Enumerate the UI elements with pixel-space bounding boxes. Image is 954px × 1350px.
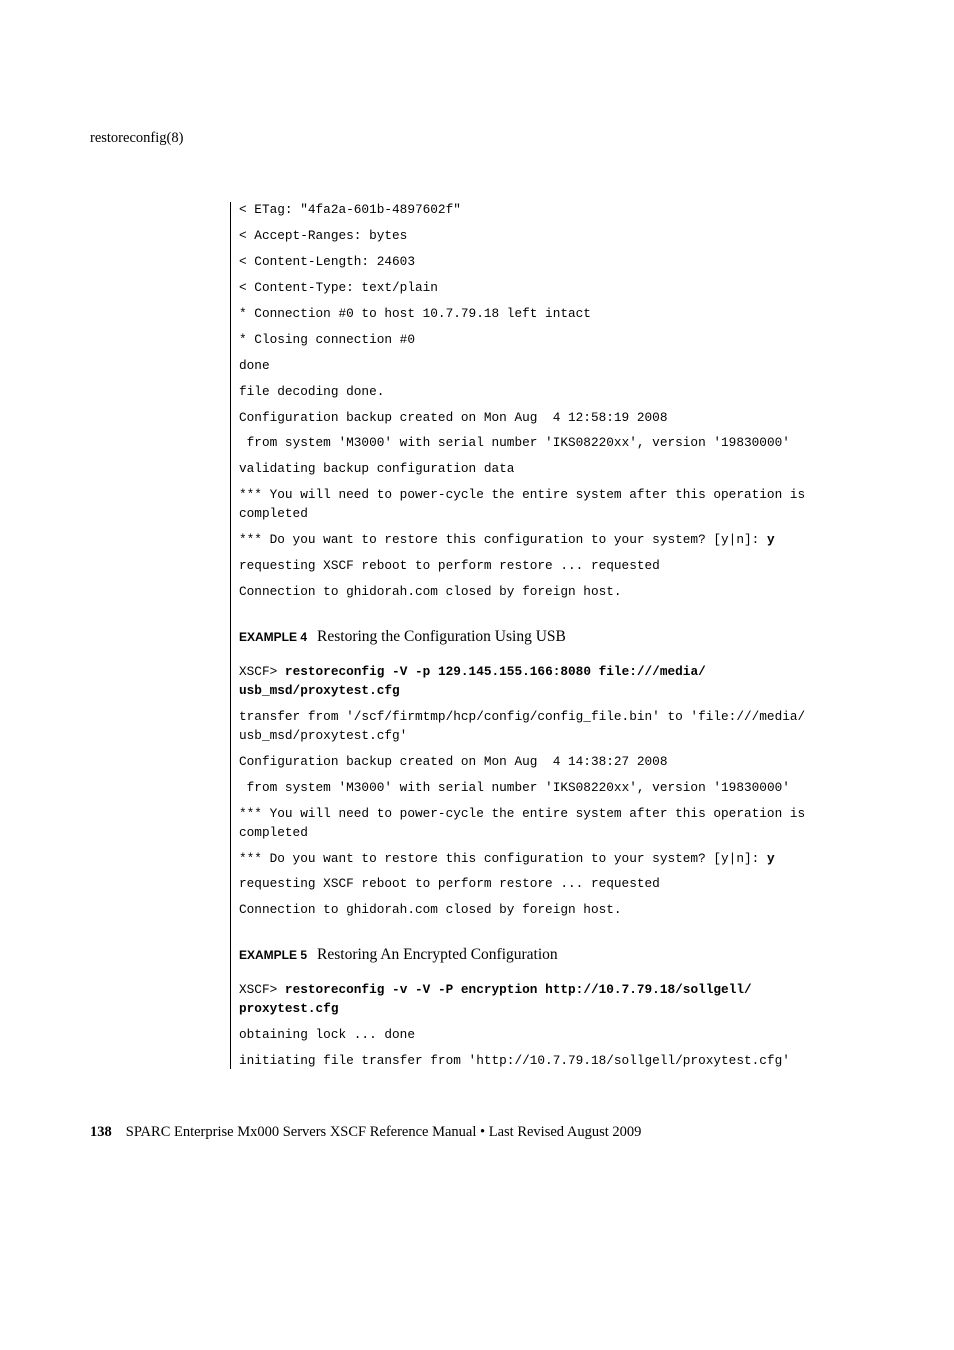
terminal-line: obtaining lock ... done (239, 1027, 864, 1043)
terminal-line: < Content-Length: 24603 (239, 254, 864, 270)
terminal-line: *** You will need to power-cycle the ent… (239, 806, 864, 822)
page-header: restoreconfig(8) (90, 130, 864, 147)
command-text: restoreconfig -v -V -P encryption http:/… (285, 982, 752, 997)
terminal-line: Connection to ghidorah.com closed by for… (239, 584, 864, 600)
command-text: usb_msd/proxytest.cfg (239, 683, 864, 699)
terminal-line: Connection to ghidorah.com closed by for… (239, 902, 864, 918)
page-number: 138 (90, 1124, 112, 1140)
terminal-line: transfer from '/scf/firmtmp/hcp/config/c… (239, 709, 864, 725)
terminal-line: requesting XSCF reboot to perform restor… (239, 558, 864, 574)
terminal-line: completed (239, 506, 864, 522)
prompt-text: XSCF> (239, 664, 285, 679)
terminal-line: from system 'M3000' with serial number '… (239, 780, 864, 796)
example-label: EXAMPLE 4 (239, 630, 307, 644)
terminal-line: usb_msd/proxytest.cfg' (239, 728, 864, 744)
terminal-line: file decoding done. (239, 384, 864, 400)
terminal-line: *** Do you want to restore this configur… (239, 532, 864, 548)
page-container: restoreconfig(8) < ETag: "4fa2a-601b-489… (0, 0, 954, 1201)
terminal-line: Configuration backup created on Mon Aug … (239, 754, 864, 770)
command-text: proxytest.cfg (239, 1001, 864, 1017)
footer-text: SPARC Enterprise Mx000 Servers XSCF Refe… (126, 1124, 642, 1140)
terminal-line: Configuration backup created on Mon Aug … (239, 410, 864, 426)
terminal-line: < Accept-Ranges: bytes (239, 228, 864, 244)
terminal-line: XSCF> restoreconfig -v -V -P encryption … (239, 982, 864, 998)
terminal-line: from system 'M3000' with serial number '… (239, 435, 864, 451)
content-block: < ETag: "4fa2a-601b-4897602f" < Accept-R… (230, 202, 864, 1069)
terminal-line: validating backup configuration data (239, 461, 864, 477)
terminal-line: initiating file transfer from 'http://10… (239, 1053, 864, 1069)
user-input: y (767, 851, 775, 866)
example-heading: EXAMPLE 4 Restoring the Configuration Usi… (239, 628, 864, 646)
terminal-line: * Closing connection #0 (239, 332, 864, 348)
terminal-line: < Content-Type: text/plain (239, 280, 864, 296)
terminal-line: done (239, 358, 864, 374)
terminal-line: * Connection #0 to host 10.7.79.18 left … (239, 306, 864, 322)
terminal-line: requesting XSCF reboot to perform restor… (239, 876, 864, 892)
example-title: Restoring the Configuration Using USB (317, 628, 566, 645)
example-label: EXAMPLE 5 (239, 948, 307, 962)
prompt-text: *** Do you want to restore this configur… (239, 851, 767, 866)
example-heading: EXAMPLE 5 Restoring An Encrypted Configur… (239, 946, 864, 964)
terminal-line: *** You will need to power-cycle the ent… (239, 487, 864, 503)
terminal-line: XSCF> restoreconfig -V -p 129.145.155.16… (239, 664, 864, 680)
prompt-text: *** Do you want to restore this configur… (239, 532, 767, 547)
user-input: y (767, 532, 775, 547)
example-title: Restoring An Encrypted Configuration (317, 946, 558, 963)
terminal-line: completed (239, 825, 864, 841)
terminal-line: *** Do you want to restore this configur… (239, 851, 864, 867)
page-footer: 138 SPARC Enterprise Mx000 Servers XSCF R… (90, 1124, 864, 1141)
prompt-text: XSCF> (239, 982, 285, 997)
terminal-line: < ETag: "4fa2a-601b-4897602f" (239, 202, 864, 218)
command-text: restoreconfig -V -p 129.145.155.166:8080… (285, 664, 706, 679)
